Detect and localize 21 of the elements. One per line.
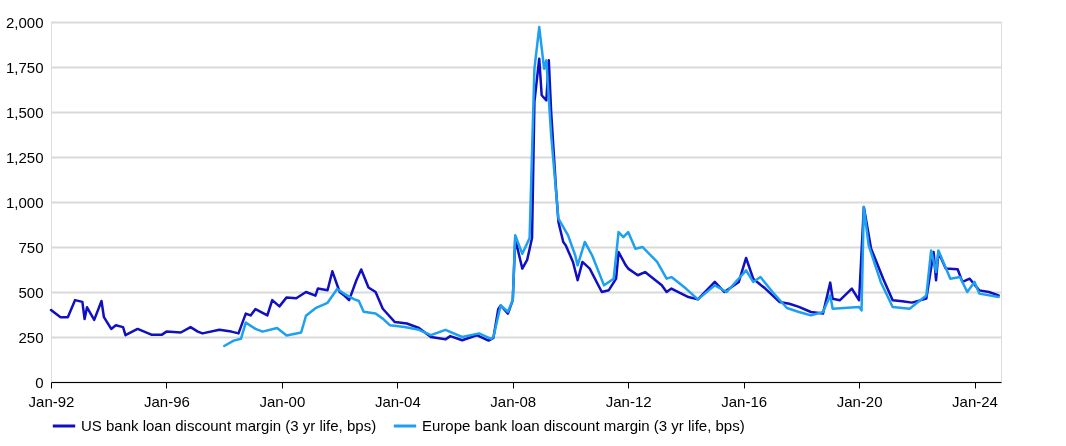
x-tick-label: Jan-20 [836,392,883,410]
y-tick-label: 1,500 [5,103,44,121]
y-tick-label: 750 [18,238,44,256]
y-tick-label: 500 [18,283,44,301]
y-tick-label: 2,000 [5,13,44,31]
y-tick-label: 1,250 [5,148,44,166]
y-tick-label: 250 [18,328,44,346]
legend-label: Europe bank loan discount margin (3 yr life, bps) [422,417,745,434]
x-tick-label: Jan-92 [28,392,75,410]
y-tick-label: 0 [35,373,44,391]
y-tick-label: 1,750 [5,58,44,76]
y-tick-label: 1,000 [5,193,44,211]
x-tick-label: Jan-00 [259,392,306,410]
x-tick-label: Jan-96 [144,392,190,410]
x-tick-label: Jan-24 [952,392,998,410]
x-tick-label: Jan-16 [721,392,768,410]
x-tick-label: Jan-04 [374,392,421,410]
x-tick-label: Jan-08 [490,392,537,410]
line-series [222,25,1000,348]
legend-label: US bank loan discount margin (3 yr life, bps) [81,417,377,434]
x-tick-label: Jan-12 [605,392,652,410]
